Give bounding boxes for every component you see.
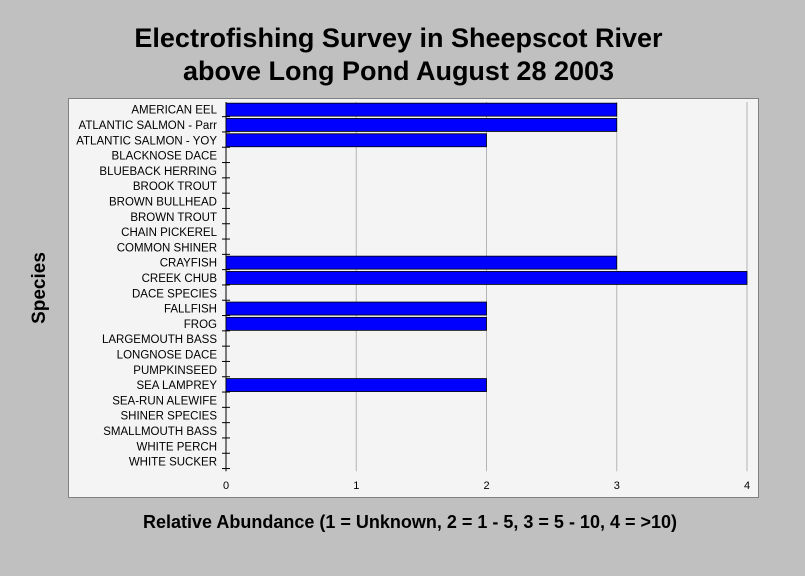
category-label: BROWN BULLHEAD bbox=[109, 196, 217, 208]
category-label: SEA-RUN ALEWIFE bbox=[112, 395, 217, 407]
category-label: SEA LAMPREY bbox=[136, 380, 217, 392]
plot-area bbox=[68, 98, 759, 498]
category-label: ATLANTIC SALMON - Parr bbox=[79, 120, 218, 132]
bar bbox=[225, 255, 618, 270]
category-label: BLACKNOSE DACE bbox=[112, 151, 218, 163]
x-tick-label: 3 bbox=[614, 480, 620, 492]
category-label: BROWN TROUT bbox=[130, 212, 217, 224]
chart-title-line-1: Electrofishing Survey in Sheepscot River bbox=[134, 23, 663, 53]
category-label: DACE SPECIES bbox=[132, 288, 217, 300]
category-label: BLUEBACK HERRING bbox=[99, 166, 217, 178]
bar bbox=[225, 316, 487, 331]
category-label: BROOK TROUT bbox=[133, 181, 217, 193]
bar bbox=[225, 378, 487, 392]
x-tick-label: 1 bbox=[353, 480, 359, 492]
x-tick-label: 0 bbox=[223, 480, 229, 492]
category-label: ATLANTIC SALMON - YOY bbox=[76, 135, 217, 147]
category-label: LARGEMOUTH BASS bbox=[102, 334, 217, 346]
category-label: COMMON SHINER bbox=[117, 242, 217, 254]
category-label: CHAIN PICKEREL bbox=[121, 227, 217, 239]
category-label: FROG bbox=[184, 319, 217, 331]
category-label: AMERICAN EEL bbox=[131, 105, 217, 117]
category-label: SHINER SPECIES bbox=[121, 411, 218, 423]
category-label: CREEK CHUB bbox=[142, 273, 218, 285]
x-axis-label: Relative Abundance (1 = Unknown, 2 = 1 -… bbox=[142, 512, 678, 532]
bar bbox=[225, 102, 618, 117]
bar bbox=[225, 133, 487, 148]
chart-title-line-2: above Long Pond August 28 2003 bbox=[182, 56, 615, 86]
category-label: WHITE PERCH bbox=[137, 441, 218, 453]
x-tick-label: 2 bbox=[483, 480, 489, 492]
category-label: FALLFISH bbox=[164, 304, 217, 316]
x-tick-label: 4 bbox=[744, 480, 750, 492]
bar bbox=[225, 301, 487, 316]
category-label: WHITE SUCKER bbox=[129, 457, 217, 469]
bar bbox=[225, 118, 618, 132]
category-label: SMALLMOUTH BASS bbox=[103, 426, 217, 438]
category-label: LONGNOSE DACE bbox=[117, 349, 218, 361]
bar bbox=[225, 271, 748, 285]
category-label: CRAYFISH bbox=[160, 258, 217, 270]
category-label: PUMPKINSEED bbox=[133, 365, 217, 377]
y-axis-label: Species bbox=[29, 252, 50, 324]
